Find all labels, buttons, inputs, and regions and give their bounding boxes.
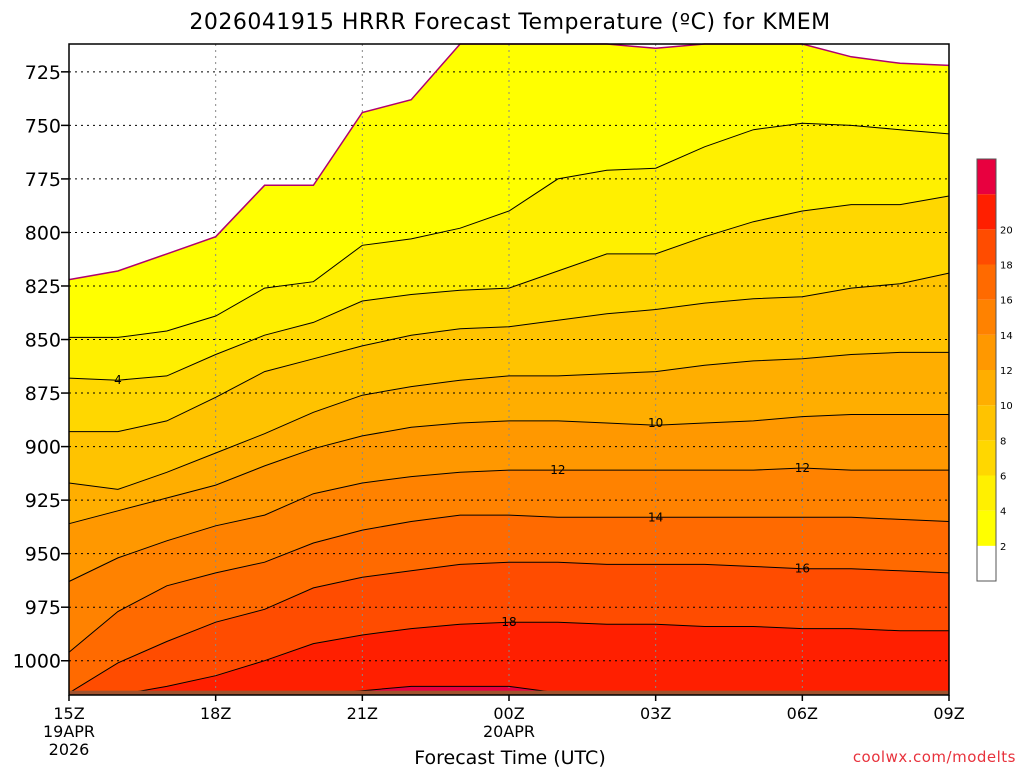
y-tick-label: 1000 — [13, 651, 61, 673]
isotherm-4c — [68, 195, 950, 381]
isotherm-8c — [68, 351, 949, 490]
x-tick-label: 06Z — [787, 704, 818, 723]
colorbar-label: 6 — [1000, 472, 1006, 483]
y-tick-label: 900 — [25, 437, 61, 459]
contour-label-layer: 4 10 12 12 14 16 18 — [114, 373, 810, 629]
y-tick-label: 950 — [25, 544, 61, 566]
isotherm-14c — [68, 514, 950, 653]
colorbar-segment — [977, 264, 996, 300]
isotherm-16c — [68, 561, 950, 694]
y-tick-label: 875 — [25, 383, 61, 405]
isotherm-2c — [69, 122, 950, 338]
x-axis-label: Forecast Time (UTC) — [414, 747, 605, 768]
isotherm-10c — [68, 414, 949, 525]
colorbar-segment — [977, 545, 996, 581]
contour-label: 18 — [501, 615, 516, 629]
colorbar-label: 18 — [1000, 261, 1013, 272]
isotherm-layer — [68, 43, 950, 696]
contour-label: 10 — [648, 416, 663, 430]
colorbar: 2 4 6 8 10 12 14 16 18 20 — [976, 158, 1013, 582]
colorbar-segment — [977, 194, 996, 230]
colorbar-label: 14 — [1000, 331, 1013, 342]
colorbar-segment — [977, 159, 996, 195]
x-tick-label: 18Z — [200, 704, 231, 723]
colorbar-segment — [977, 475, 996, 511]
contour-label: 12 — [795, 461, 810, 475]
x-tick-label: 09Z — [933, 704, 964, 723]
isotherm-6c — [69, 272, 950, 433]
colorbar-segment — [977, 440, 996, 476]
isotherm-12c — [68, 467, 949, 582]
contour-label: 16 — [795, 562, 810, 576]
y-axis-ticks: 725 750 775 800 825 850 875 900 925 950 975 1000 — [13, 62, 69, 673]
colorbar-segment — [977, 510, 996, 546]
isotherm-18c — [69, 621, 949, 696]
contour-label: 4 — [114, 373, 122, 387]
colorbar-label: 16 — [1000, 296, 1013, 307]
y-tick-label: 800 — [25, 222, 61, 244]
colorbar-segment — [977, 299, 996, 335]
colorbar-label: 12 — [1000, 366, 1013, 377]
colorbar-segment — [977, 229, 996, 265]
y-tick-label: 850 — [25, 330, 61, 352]
fill-region-20c — [69, 686, 949, 695]
y-tick-label: 775 — [25, 169, 61, 191]
ground-surface — [69, 690, 949, 695]
colorbar-frame — [976, 158, 997, 582]
x-tick-label: 2026 — [49, 740, 90, 759]
contour-label: 12 — [550, 463, 565, 477]
y-tick-label: 725 — [25, 62, 61, 84]
y-tick-label: 750 — [25, 115, 61, 137]
x-tick-label: 21Z — [347, 704, 378, 723]
temperature-fill-layer — [69, 44, 949, 695]
x-tick-label: 03Z — [640, 704, 671, 723]
colorbar-segment — [977, 334, 996, 370]
credit-text: coolwx.com/modelts — [853, 748, 1016, 766]
x-tick-label: 00Z — [493, 704, 524, 723]
colorbar-segment — [977, 370, 996, 406]
y-tick-label: 925 — [25, 490, 61, 512]
x-tick-label: 20APR — [483, 722, 535, 741]
colorbar-label: 2 — [1000, 542, 1006, 553]
chart-title: 2026041915 HRRR Forecast Temperature (ºC… — [189, 10, 830, 35]
colorbar-label: 8 — [1000, 436, 1006, 447]
x-tick-label: 19APR — [43, 722, 95, 741]
ground-layer — [69, 690, 949, 695]
colorbar-label: 4 — [1000, 507, 1006, 518]
colorbar-label: 10 — [1000, 401, 1013, 412]
y-tick-label: 825 — [25, 276, 61, 298]
x-tick-label: 15Z — [53, 704, 84, 723]
contour-label: 14 — [648, 510, 663, 524]
colorbar-segment — [977, 405, 996, 441]
y-tick-label: 975 — [25, 597, 61, 619]
fill-region-18c — [69, 622, 949, 695]
colorbar-label: 20 — [1000, 225, 1013, 236]
